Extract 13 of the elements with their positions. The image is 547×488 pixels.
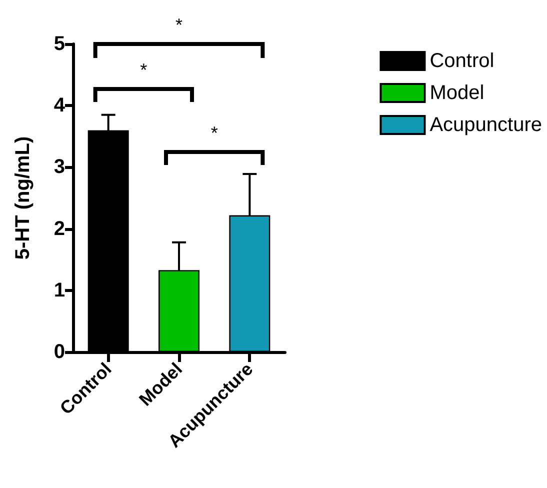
legend-label: Control — [430, 50, 494, 72]
y-tick-label: 2 — [54, 218, 65, 240]
y-tick-label: 5 — [54, 33, 65, 55]
y-tick-label: 3 — [54, 156, 65, 178]
y-tick-label: 0 — [54, 341, 65, 363]
y-tick-label: 1 — [54, 279, 65, 302]
annotation: * — [140, 60, 148, 80]
annotation: * — [210, 123, 218, 143]
text: * — [175, 15, 183, 35]
y-axis-title: 5-HT (ng/mL) — [12, 136, 34, 260]
y-tick-label: 4 — [54, 94, 66, 117]
legend-label: Acupuncture — [430, 114, 542, 136]
legend-label: Model — [430, 82, 484, 104]
